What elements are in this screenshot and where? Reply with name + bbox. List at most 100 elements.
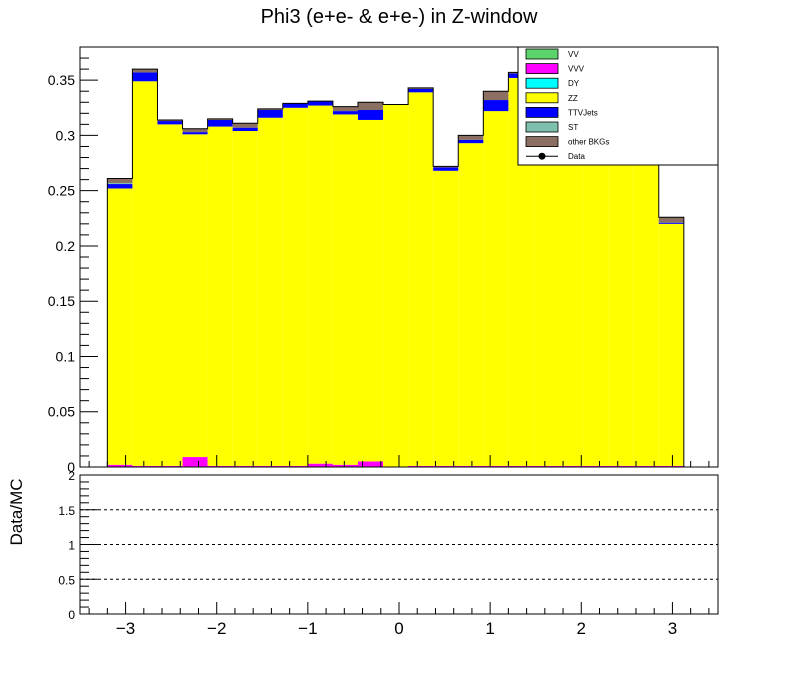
bar-ttvjets-bin-6 — [257, 110, 283, 118]
bar-ttvjets-bin-8 — [307, 101, 333, 106]
main-x-axis — [88, 455, 710, 467]
bar-other-bkgs-bin-9 — [332, 106, 358, 112]
y-tick-label: 0.05 — [48, 404, 75, 420]
bar-other-bkgs-bin-2 — [157, 119, 183, 122]
bar-zz-bin-5 — [232, 131, 258, 466]
x-tick-label: 3 — [668, 619, 677, 638]
bar-ttvjets-bin-5 — [232, 127, 258, 131]
bar-other-bkgs-bin-0 — [107, 178, 133, 183]
bar-ttvjets-bin-10 — [357, 110, 384, 120]
bar-zz-bin-2 — [157, 124, 183, 466]
y-tick-label: 0.2 — [56, 238, 76, 254]
legend-label: VV — [568, 50, 579, 59]
bar-other-bkgs-bin-14 — [458, 135, 484, 140]
bar-vvv-bin-10 — [357, 461, 384, 467]
bar-zz-bin-3 — [182, 134, 208, 458]
bar-vvv-bin-15 — [483, 465, 509, 467]
legend-label: ZZ — [568, 94, 578, 103]
bar-vvv-bin-14 — [458, 465, 484, 467]
bar-zz-bin-10 — [357, 119, 384, 462]
bar-vvv-bin-13 — [433, 465, 459, 467]
bar-ttvjets-bin-1 — [132, 72, 158, 82]
bar-ttvjets-bin-3 — [182, 132, 208, 135]
legend-label: ST — [568, 123, 578, 132]
bar-vvv-bin-8 — [307, 463, 333, 467]
bar-other-bkgs-bin-10 — [357, 102, 384, 110]
bar-vvv-bin-16 — [508, 465, 534, 467]
bar-zz-bin-6 — [257, 117, 283, 466]
bar-other-bkgs-bin-3 — [182, 128, 208, 133]
bar-vvv-bin-7 — [282, 465, 308, 467]
bar-vvv-bin-0 — [107, 464, 133, 467]
ratio-y-tick-label: 2 — [68, 469, 75, 483]
legend-swatch-dy — [525, 77, 559, 89]
legend-label: DY — [568, 79, 580, 88]
legend-swatch-vv — [525, 48, 559, 60]
ratio-x-axis: −3 −2 −1 0 1 2 3 — [88, 602, 710, 638]
ratio-y-axis-label: Data/MC — [7, 478, 26, 545]
bar-zz-bin-11 — [383, 104, 409, 467]
bar-vvv-bin-4 — [207, 465, 233, 467]
bar-zz-bin-9 — [332, 114, 358, 465]
bar-zz-bin-15 — [483, 111, 509, 466]
bar-ttvjets-bin-12 — [408, 89, 434, 93]
y-tick-label: 0 — [67, 459, 75, 475]
bar-other-bkgs-bin-1 — [132, 69, 158, 73]
bar-vvv-bin-20 — [608, 465, 634, 467]
bar-st-bin-0 — [107, 182, 133, 185]
legend-swatch-other-bkgs — [525, 136, 559, 148]
bar-vvv-bin-9 — [332, 464, 358, 467]
bar-zz-bin-12 — [408, 92, 434, 466]
bar-vvv-bin-21 — [633, 465, 659, 467]
y-tick-label: 0.3 — [56, 127, 76, 143]
bar-vvv-bin-3 — [182, 457, 208, 467]
legend-label: TTVJets — [568, 108, 598, 117]
legend-label: VVV — [568, 65, 585, 74]
bar-zz-bin-14 — [458, 143, 484, 466]
y-tick-label: 0.25 — [48, 183, 75, 199]
bar-vvv-bin-19 — [583, 465, 609, 467]
legend-data-marker — [538, 152, 546, 160]
bar-vvv-bin-17 — [533, 465, 559, 467]
legend-label: Data — [568, 152, 585, 161]
x-tick-label: 1 — [485, 619, 494, 638]
bar-other-bkgs-bin-22 — [658, 217, 684, 223]
ratio-reference-lines — [80, 509, 718, 580]
bar-other-bkgs-bin-12 — [408, 87, 434, 89]
x-tick-label: −2 — [207, 619, 226, 638]
x-tick-label: −1 — [298, 619, 317, 638]
ratio-y-tick-label: 1 — [68, 539, 75, 553]
legend-swatch-vvv — [525, 63, 559, 74]
bar-zz-bin-0 — [107, 188, 133, 465]
bar-ttvjets-bin-4 — [207, 119, 233, 127]
legend-swatch-ttvjets — [525, 107, 559, 118]
main-y-axis: 0 0.05 0.1 0.15 0.2 0.25 0.3 0.35 — [48, 46, 98, 475]
legend-swatch-st — [525, 121, 559, 133]
chart-title: Phi3 (e+e- & e+e-) in Z-window — [261, 6, 538, 28]
bar-zz-bin-22 — [658, 223, 684, 466]
bar-other-bkgs-bin-15 — [483, 91, 509, 101]
ratio-y-tick-label: 0.5 — [58, 573, 75, 587]
bar-other-bkgs-bin-13 — [433, 166, 459, 168]
bar-zz-bin-8 — [307, 105, 333, 464]
bar-ttvjets-bin-13 — [433, 167, 459, 171]
x-tick-label: 2 — [577, 619, 586, 638]
bar-zz-bin-7 — [282, 107, 308, 466]
ratio-plot-panel: 0 0.5 1 1.5 2 −3 −2 −1 0 1 2 3 Data/MC — [7, 469, 719, 638]
bar-vvv-bin-12 — [408, 465, 434, 467]
bar-ttvjets-bin-14 — [458, 139, 484, 144]
bar-ttvjets-bin-2 — [157, 121, 183, 125]
bar-zz-bin-21 — [633, 112, 659, 466]
bar-vvv-bin-6 — [257, 465, 283, 467]
bar-zz-bin-1 — [132, 81, 158, 466]
bar-vvv-bin-18 — [558, 465, 584, 467]
bar-zz-bin-13 — [433, 170, 459, 466]
bar-other-bkgs-bin-4 — [207, 118, 233, 120]
x-tick-label: −3 — [116, 619, 135, 638]
legend-label: other BKGs — [568, 138, 609, 147]
bar-other-bkgs-bin-5 — [232, 123, 258, 128]
y-tick-label: 0.15 — [48, 293, 75, 309]
bar-zz-bin-4 — [207, 126, 233, 466]
